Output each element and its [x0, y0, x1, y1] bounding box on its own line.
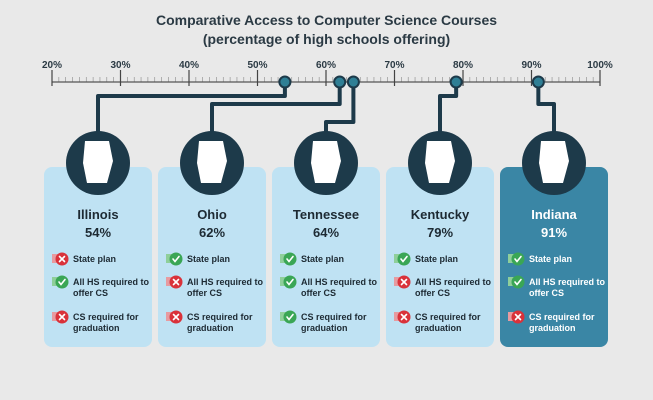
icon-glyph: [400, 313, 408, 321]
criterion-label: CS required for graduation: [301, 312, 367, 333]
state-name: Illinois: [77, 207, 119, 222]
criterion-label: State plan: [415, 254, 459, 264]
icon-glyph: [400, 255, 408, 263]
scale-marker: [531, 75, 545, 89]
icon-glyph: [286, 255, 294, 263]
state-value: 64%: [312, 225, 340, 240]
icon-glyph: [58, 313, 66, 321]
tick-label: 40%: [179, 60, 199, 71]
scale-marker: [449, 75, 463, 89]
state-value: 79%: [426, 225, 454, 240]
icon-glyph: [172, 313, 180, 321]
criterion-label: State plan: [301, 254, 345, 264]
criterion-label: State plan: [187, 254, 231, 264]
state-name: Indiana: [531, 207, 577, 222]
tick-label: 100%: [587, 60, 613, 71]
state-card: [158, 167, 266, 347]
criterion-label: CS required for graduation: [529, 312, 595, 333]
subtitle: (percentage of high schools offering): [202, 31, 451, 47]
icon-glyph: [514, 313, 522, 321]
icon-glyph: [172, 278, 180, 286]
state-shape: [539, 141, 569, 183]
state-shape: [425, 141, 455, 183]
icon-glyph: [400, 278, 408, 286]
icon-glyph: [286, 313, 294, 321]
state-shape: [83, 141, 113, 183]
tick-label: 20%: [42, 60, 62, 71]
criterion-label: CS required for graduation: [415, 312, 481, 333]
tick-label: 60%: [316, 60, 336, 71]
connector: [96, 82, 287, 137]
state-value: 54%: [84, 225, 112, 240]
criterion-label: All HS required to offer CS: [301, 277, 378, 298]
connector: [210, 82, 342, 137]
title: Comparative Access to Computer Science C…: [155, 12, 498, 28]
icon-glyph: [286, 278, 294, 286]
state-card: [272, 167, 380, 347]
state-value: 62%: [198, 225, 226, 240]
icon-glyph: [58, 278, 66, 286]
criterion-label: CS required for graduation: [73, 312, 139, 333]
icon-glyph: [172, 255, 180, 263]
state-card: [386, 167, 494, 347]
icon-glyph: [514, 278, 522, 286]
criterion-label: All HS required to offer CS: [529, 277, 606, 298]
state-card: [44, 167, 152, 347]
criterion-label: All HS required to offer CS: [415, 277, 492, 298]
state-shape: [197, 141, 227, 183]
icon-glyph: [514, 255, 522, 263]
criterion-label: All HS required to offer CS: [187, 277, 264, 298]
state-name: Kentucky: [410, 207, 470, 222]
tick-label: 50%: [247, 60, 267, 71]
criterion-label: State plan: [73, 254, 117, 264]
connector: [438, 82, 459, 137]
tick-label: 70%: [384, 60, 404, 71]
state-card: [500, 167, 608, 347]
tick-label: 90%: [521, 60, 541, 71]
state-name: Tennessee: [292, 207, 360, 222]
connector: [536, 82, 556, 137]
state-shape: [311, 141, 341, 183]
connector: [324, 82, 356, 137]
criterion-label: State plan: [529, 254, 573, 264]
tick-label: 30%: [110, 60, 130, 71]
icon-glyph: [58, 255, 66, 263]
tick-label: 80%: [453, 60, 473, 71]
criterion-label: CS required for graduation: [187, 312, 253, 333]
scale-marker: [333, 75, 347, 89]
scale-marker: [346, 75, 360, 89]
scale-marker: [278, 75, 292, 89]
state-name: Ohio: [197, 207, 227, 222]
criterion-label: All HS required to offer CS: [73, 277, 150, 298]
state-value: 91%: [540, 225, 568, 240]
